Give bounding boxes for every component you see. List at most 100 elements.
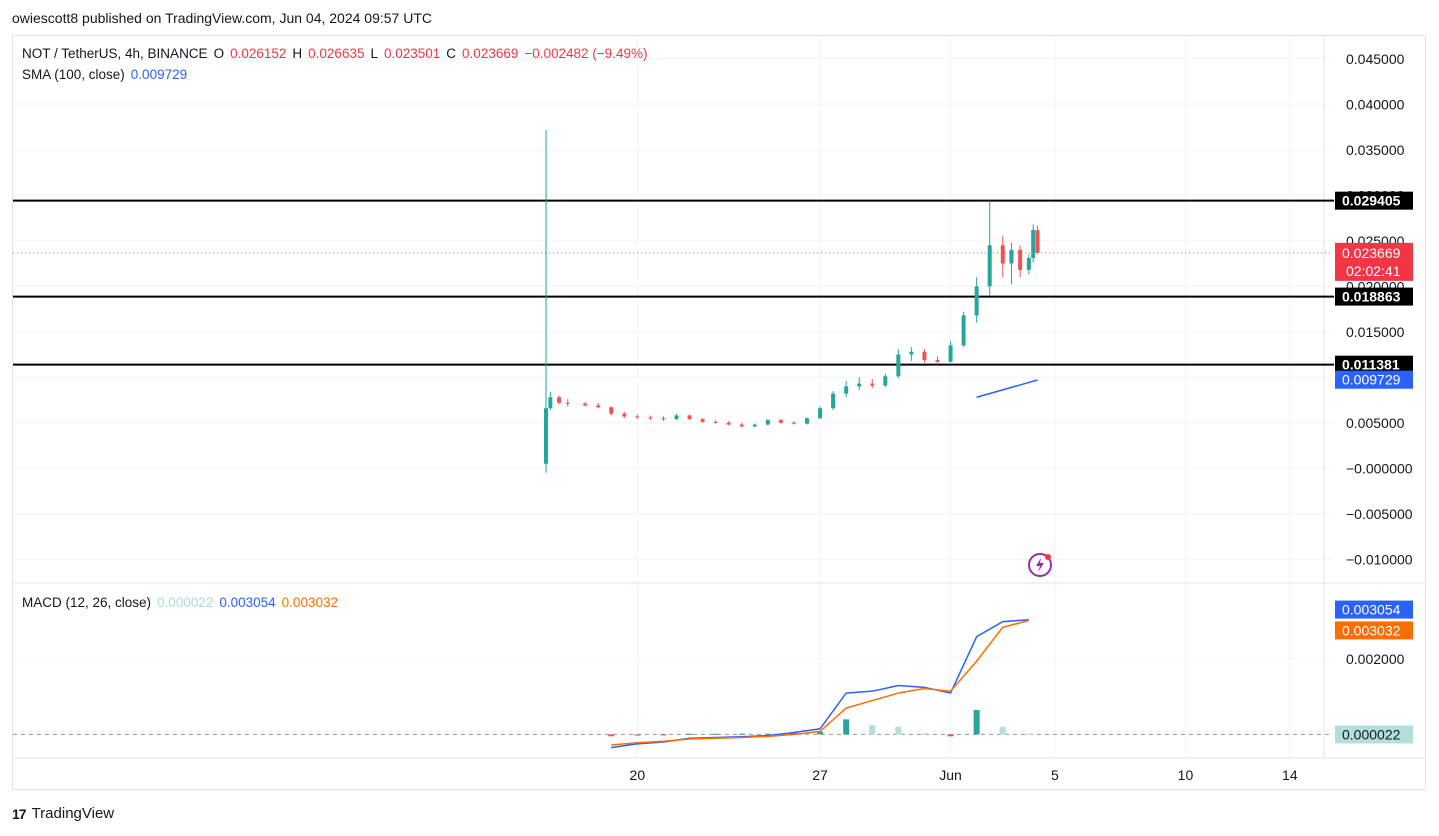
macd-hist-badge: [1335, 725, 1413, 744]
candle-body: [922, 351, 927, 360]
low-label: L: [370, 46, 378, 61]
y-tick-label: −0.005000: [1346, 506, 1413, 522]
sma-badge: [1335, 370, 1413, 389]
candle-body: [661, 418, 666, 420]
tradingview-brand[interactable]: 17 TradingView: [12, 805, 114, 822]
close-value: 0.023669: [462, 46, 519, 61]
y-tick-label: 0.035000: [1346, 142, 1405, 158]
macd-legend: MACD (12, 26, close) 0.000022 0.003054 0.00…: [22, 595, 344, 610]
y-tick-label: −0.000000: [1346, 460, 1413, 476]
candle-body: [713, 421, 718, 423]
candle-body: [831, 393, 836, 409]
x-tick-label: 5: [1051, 767, 1059, 783]
candle-body: [961, 315, 966, 346]
candle-body: [726, 422, 731, 425]
candle-body: [648, 417, 653, 419]
candle-body: [700, 419, 705, 422]
x-tick-label: 27: [812, 767, 828, 783]
macd-value-badge-label: 0.003032: [1342, 622, 1401, 638]
current-price-label: 0.023669: [1342, 245, 1401, 261]
x-tick-label: Jun: [939, 767, 962, 783]
level-badge: [1335, 355, 1413, 374]
candle-body: [1026, 258, 1031, 270]
countdown-label: 02:02:41: [1346, 263, 1401, 279]
symbol-legend: NOT / TetherUS, 4h, BINANCE O 0.026152 H 0.0…: [22, 46, 653, 61]
y-tick-label: 0.045000: [1346, 51, 1405, 67]
candle-body: [548, 397, 553, 409]
candle-body: [1031, 229, 1036, 259]
candle-body: [609, 407, 614, 414]
candle-body: [565, 402, 570, 404]
candle-body: [948, 345, 953, 362]
candle-body: [791, 422, 796, 424]
macd-hist-bar: [817, 731, 824, 735]
candle-body: [818, 408, 823, 419]
macd-label[interactable]: MACD (12, 26, close): [22, 595, 152, 610]
macd-value-badge: [1335, 621, 1413, 640]
candle-body: [583, 403, 588, 406]
candle-body: [896, 354, 901, 377]
chart-frame: [12, 35, 1426, 790]
y-tick-label: 0.040000: [1346, 96, 1405, 112]
change-value: −0.002482 (−9.49%): [524, 46, 648, 61]
macd-y-tick-label: 0.002000: [1346, 651, 1405, 667]
tradingview-logo-icon: 17: [12, 805, 27, 822]
candle-body: [883, 376, 888, 386]
macd-value-badge: [1335, 600, 1413, 619]
level-badge-label: 0.029405: [1342, 193, 1401, 209]
candle-body: [987, 245, 992, 287]
sma-badge-label: 0.009729: [1342, 372, 1401, 388]
high-value: 0.026635: [308, 46, 365, 61]
macd-value-badge-label: 0.003054: [1342, 602, 1401, 618]
candle-body: [765, 420, 770, 425]
level-badge: [1335, 191, 1413, 210]
candle-body: [674, 415, 679, 420]
candle-body: [844, 386, 849, 394]
candle-body: [687, 415, 692, 420]
y-tick-label: 0.015000: [1346, 324, 1405, 340]
macd-signal-value: 0.003032: [281, 595, 338, 610]
candle-body: [635, 416, 640, 418]
signal-line: [611, 619, 1030, 746]
candle-body: [974, 286, 979, 316]
macd-hist-bar: [660, 734, 667, 736]
macd-hist-bar: [634, 734, 641, 736]
brand-name: TradingView: [31, 805, 115, 822]
x-tick-label: 20: [630, 767, 646, 783]
close-label: C: [446, 46, 457, 61]
candle-body: [739, 424, 744, 427]
macd-hist-bar: [712, 733, 719, 735]
lightning-bolt-icon[interactable]: [1027, 552, 1053, 578]
candle-body: [752, 424, 757, 427]
macd-hist-bar: [843, 719, 850, 735]
symbol-label[interactable]: NOT / TetherUS, 4h, BINANCE: [22, 46, 208, 61]
macd-hist-bar: [973, 709, 980, 735]
candle-body: [557, 397, 562, 403]
candle-body: [1035, 230, 1040, 253]
candle-body: [870, 383, 875, 386]
sma-value: 0.009729: [130, 67, 188, 82]
candle-body: [778, 420, 783, 423]
macd-hist-bar: [686, 733, 693, 735]
macd-hist-bar: [764, 733, 771, 735]
level-badge-label: 0.011381: [1342, 357, 1400, 373]
macd-hist-bar: [921, 733, 928, 735]
macd-hist-bar: [999, 726, 1006, 735]
level-badge: [1335, 287, 1413, 306]
y-tick-label: 0.005000: [1346, 415, 1405, 431]
candle-body: [935, 359, 940, 362]
level-badge-label: 0.018863: [1342, 289, 1401, 305]
macd-hist-badge-label: 0.000022: [1342, 726, 1401, 742]
candle-body: [622, 413, 627, 417]
macd-hist-value: 0.000022: [157, 595, 214, 610]
sma-legend: SMA (100, close) 0.009729: [22, 67, 193, 82]
macd-hist-bar: [608, 734, 615, 737]
candle-body: [1018, 249, 1023, 270]
y-tick-label: −0.010000: [1346, 551, 1413, 567]
candle-body: [909, 351, 914, 355]
sma-label[interactable]: SMA (100, close): [22, 67, 125, 82]
macd-hist-bar: [869, 725, 876, 735]
high-label: H: [292, 46, 303, 61]
macd-hist-bar: [738, 733, 745, 735]
